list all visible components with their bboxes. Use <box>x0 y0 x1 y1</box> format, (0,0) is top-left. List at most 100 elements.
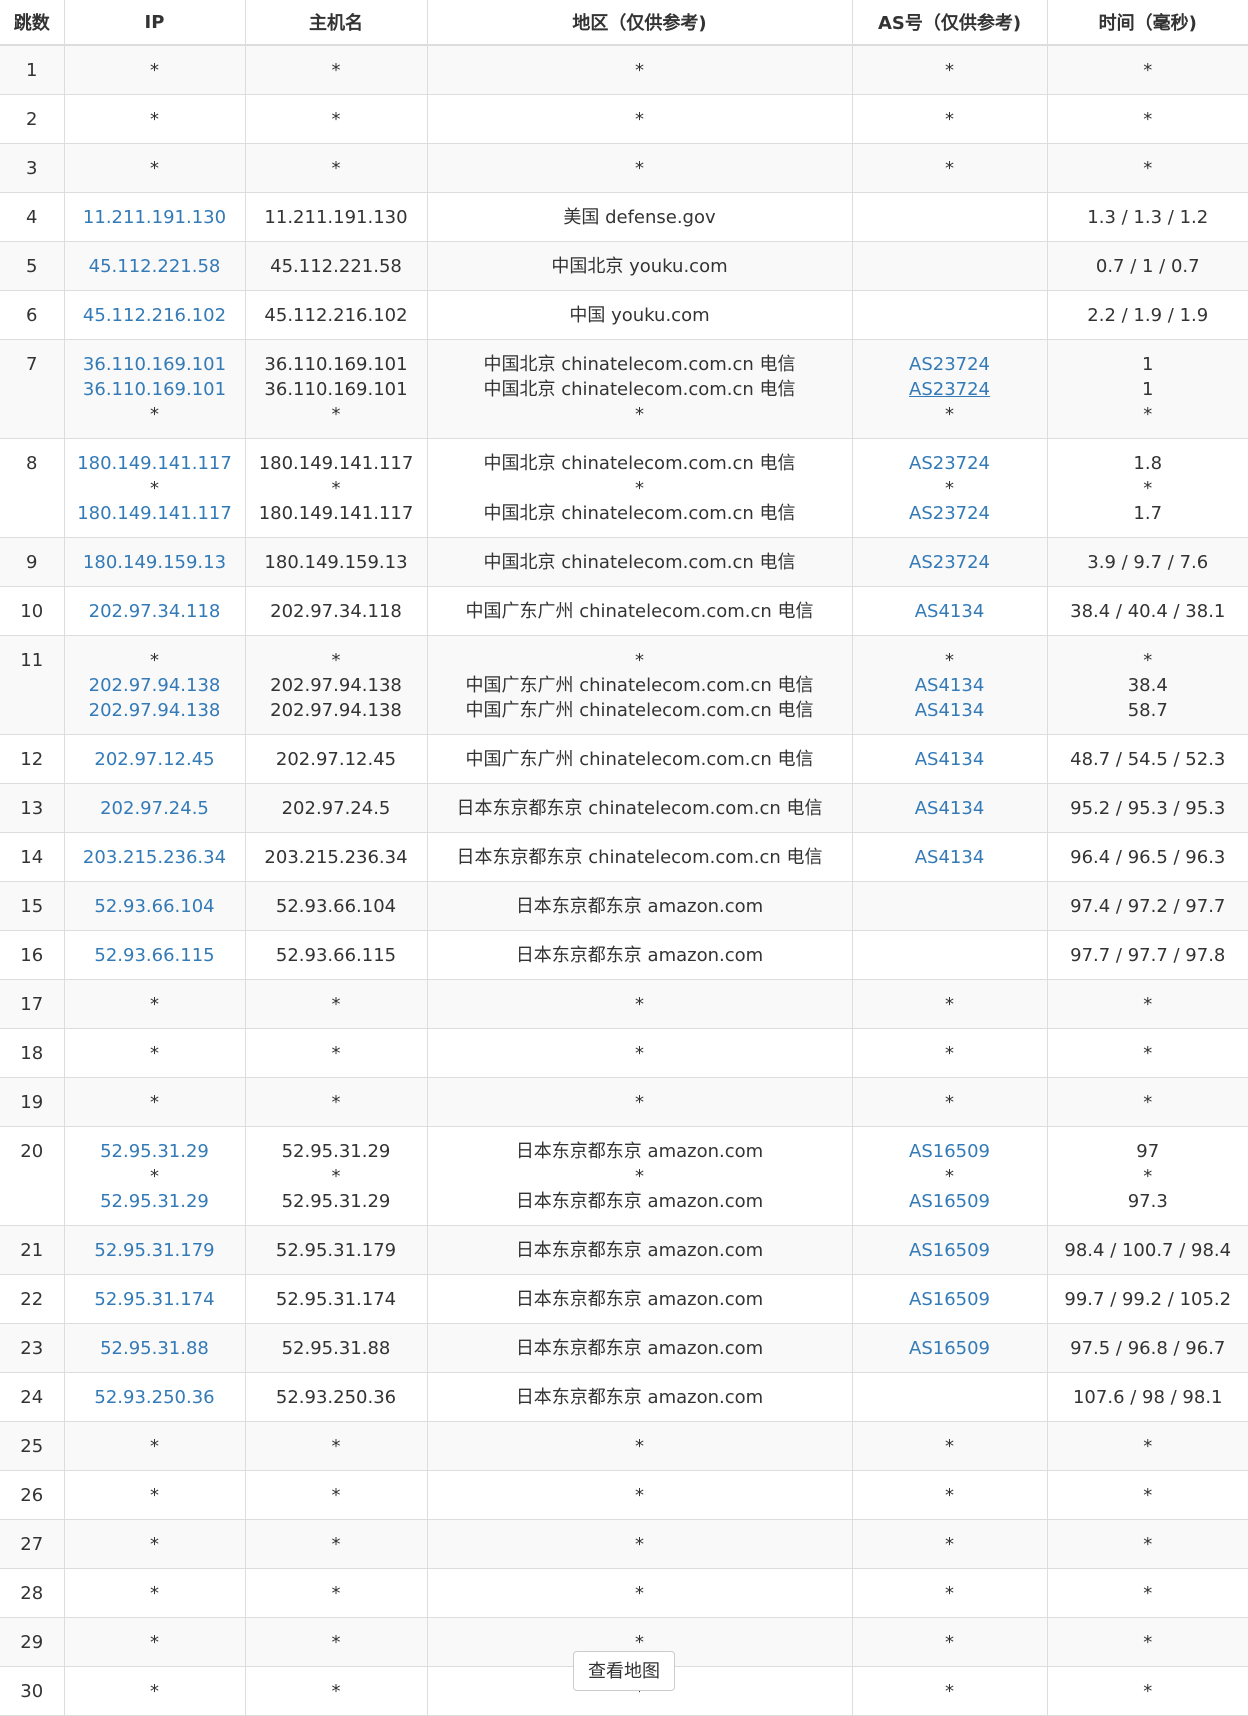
ip-cell: 202.97.34.118 <box>64 586 246 636</box>
asn-link[interactable]: AS16509 <box>909 1191 990 1212</box>
ip-link[interactable]: 202.97.12.45 <box>94 749 215 770</box>
table-row: 23 52.95.31.88 52.95.31.88 日本东京都东京 amazon.c… <box>0 1323 1248 1373</box>
asn-link[interactable]: AS16509 <box>909 1141 990 1162</box>
ip-link[interactable]: 52.95.31.88 <box>100 1338 209 1359</box>
time-text: 96.4 / 96.5 / 96.3 <box>1070 847 1226 868</box>
table-row: 25 * * * * * <box>0 1421 1248 1471</box>
ip-link[interactable]: 202.97.24.5 <box>100 798 209 819</box>
region-cell: 中国北京 chinatelecom.com.cn 电信 中国北京 chinatel… <box>427 339 853 439</box>
asn-link[interactable]: AS4134 <box>914 675 985 696</box>
asn-link[interactable]: AS23724 <box>909 503 990 524</box>
asn-link[interactable]: AS4134 <box>914 749 985 770</box>
ip-link[interactable]: 52.95.31.29 <box>100 1141 209 1162</box>
ip-text: * <box>150 109 159 130</box>
region-text: 日本东京都东京 chinatelecom.com.cn 电信 <box>456 798 823 819</box>
asn-link[interactable]: AS4134 <box>914 847 985 868</box>
ip-link[interactable]: 180.149.141.117 <box>77 453 232 474</box>
ip-link[interactable]: 52.93.66.115 <box>94 945 215 966</box>
table-row: 28 * * * * * <box>0 1568 1248 1618</box>
asn-link[interactable]: AS23724 <box>909 453 990 474</box>
ip-link[interactable]: 36.110.169.101 <box>82 379 227 400</box>
region-text: 日本东京都东京 amazon.com <box>515 896 764 917</box>
asn-link[interactable]: AS4134 <box>914 601 985 622</box>
asn-cell: * <box>852 1028 1048 1078</box>
region-text: * <box>635 1485 644 1506</box>
ip-link[interactable]: 52.93.250.36 <box>94 1387 215 1408</box>
time-cell: 99.7 / 99.2 / 105.2 <box>1047 1274 1248 1324</box>
asn-link[interactable]: AS16509 <box>909 1338 990 1359</box>
ip-link[interactable]: 45.112.216.102 <box>82 305 227 326</box>
time-text: 97.7 / 97.7 / 97.8 <box>1070 945 1226 966</box>
time-cell: 1.3 / 1.3 / 1.2 <box>1047 192 1248 242</box>
ip-link[interactable]: 202.97.34.118 <box>88 601 221 622</box>
region-text: * <box>635 60 644 81</box>
asn-text: * <box>945 109 954 130</box>
region-cell: 中国北京 chinatelecom.com.cn 电信 <box>427 537 853 587</box>
hostname-cell: 52.93.250.36 <box>245 1372 428 1422</box>
asn-link[interactable]: AS4134 <box>914 700 985 721</box>
asn-cell <box>852 241 1048 291</box>
hostname-cell: 52.95.31.88 <box>245 1323 428 1373</box>
hop-cell: 29 <box>0 1617 65 1667</box>
region-text: * <box>635 404 644 425</box>
time-text: 1 <box>1142 354 1154 375</box>
ip-link[interactable]: 180.149.159.13 <box>82 552 227 573</box>
time-text: 1.3 / 1.3 / 1.2 <box>1087 207 1209 228</box>
ip-cell: 52.93.66.104 <box>64 881 246 931</box>
region-cell: 日本东京都东京 amazon.com <box>427 930 853 980</box>
region-cell: * <box>427 1519 853 1569</box>
hostname-cell: * 202.97.94.138 202.97.94.138 <box>245 635 428 735</box>
ip-link[interactable]: 52.95.31.174 <box>94 1289 215 1310</box>
table-row: 9 180.149.159.13 180.149.159.13 中国北京 chinat… <box>0 537 1248 587</box>
ip-link[interactable]: 52.95.31.179 <box>94 1240 215 1261</box>
ip-link[interactable]: 202.97.94.138 <box>88 700 221 721</box>
asn-text: * <box>945 404 954 425</box>
asn-link[interactable]: AS16509 <box>909 1289 990 1310</box>
view-map-button[interactable]: 查看地图 <box>573 1651 675 1691</box>
region-cell: * <box>427 979 853 1029</box>
region-text: 中国 youku.com <box>569 305 710 326</box>
asn-link[interactable]: AS23724 <box>909 379 990 400</box>
ip-link[interactable]: 52.93.66.104 <box>94 896 215 917</box>
time-text: * <box>1143 158 1153 179</box>
ip-text: * <box>150 1166 159 1187</box>
region-text: 中国广东广州 chinatelecom.com.cn 电信 <box>465 675 814 696</box>
region-cell: * <box>427 1568 853 1618</box>
ip-link[interactable]: 203.215.236.34 <box>82 847 227 868</box>
ip-link[interactable]: 11.211.191.130 <box>82 207 227 228</box>
ip-cell: * <box>64 44 246 95</box>
region-cell: * 中国广东广州 chinatelecom.com.cn 电信 中国广东广州 chi… <box>427 635 853 735</box>
ip-text: * <box>150 158 159 179</box>
ip-cell: * <box>64 1519 246 1569</box>
time-text: 38.4 <box>1127 675 1168 696</box>
region-cell: * <box>427 1421 853 1471</box>
ip-link[interactable]: 36.110.169.101 <box>82 354 227 375</box>
ip-link[interactable]: 45.112.221.58 <box>88 256 221 277</box>
asn-link[interactable]: AS4134 <box>914 798 985 819</box>
ip-link[interactable]: 52.95.31.29 <box>100 1191 209 1212</box>
asn-text <box>857 894 1043 919</box>
hop-cell: 28 <box>0 1568 65 1618</box>
ip-link[interactable]: 180.149.141.117 <box>77 503 232 524</box>
asn-text: * <box>945 1583 954 1604</box>
asn-text <box>857 1385 1043 1410</box>
table-row: 7 36.110.169.101 36.110.169.101 * 36.110.169… <box>0 339 1248 439</box>
hop-cell: 27 <box>0 1519 65 1569</box>
asn-cell: AS23724 <box>852 537 1048 587</box>
hop-cell: 14 <box>0 832 65 882</box>
asn-link[interactable]: AS16509 <box>909 1240 990 1261</box>
ip-link[interactable]: 202.97.94.138 <box>88 675 221 696</box>
hostname-text: * <box>331 109 341 130</box>
hostname-text: 202.97.94.138 <box>270 675 402 696</box>
asn-cell: AS16509 <box>852 1323 1048 1373</box>
asn-link[interactable]: AS23724 <box>909 354 990 375</box>
asn-link[interactable]: AS23724 <box>909 552 990 573</box>
ip-cell: 45.112.221.58 <box>64 241 246 291</box>
region-cell: 日本东京都东京 chinatelecom.com.cn 电信 <box>427 832 853 882</box>
region-text: 日本东京都东京 chinatelecom.com.cn 电信 <box>456 847 823 868</box>
hostname-cell: 180.149.141.117 * 180.149.141.117 <box>245 438 428 538</box>
time-text: * <box>1143 478 1153 499</box>
table-row: 1 * * * * * <box>0 44 1248 95</box>
hostname-cell: 11.211.191.130 <box>245 192 428 242</box>
time-text: * <box>1143 404 1153 425</box>
